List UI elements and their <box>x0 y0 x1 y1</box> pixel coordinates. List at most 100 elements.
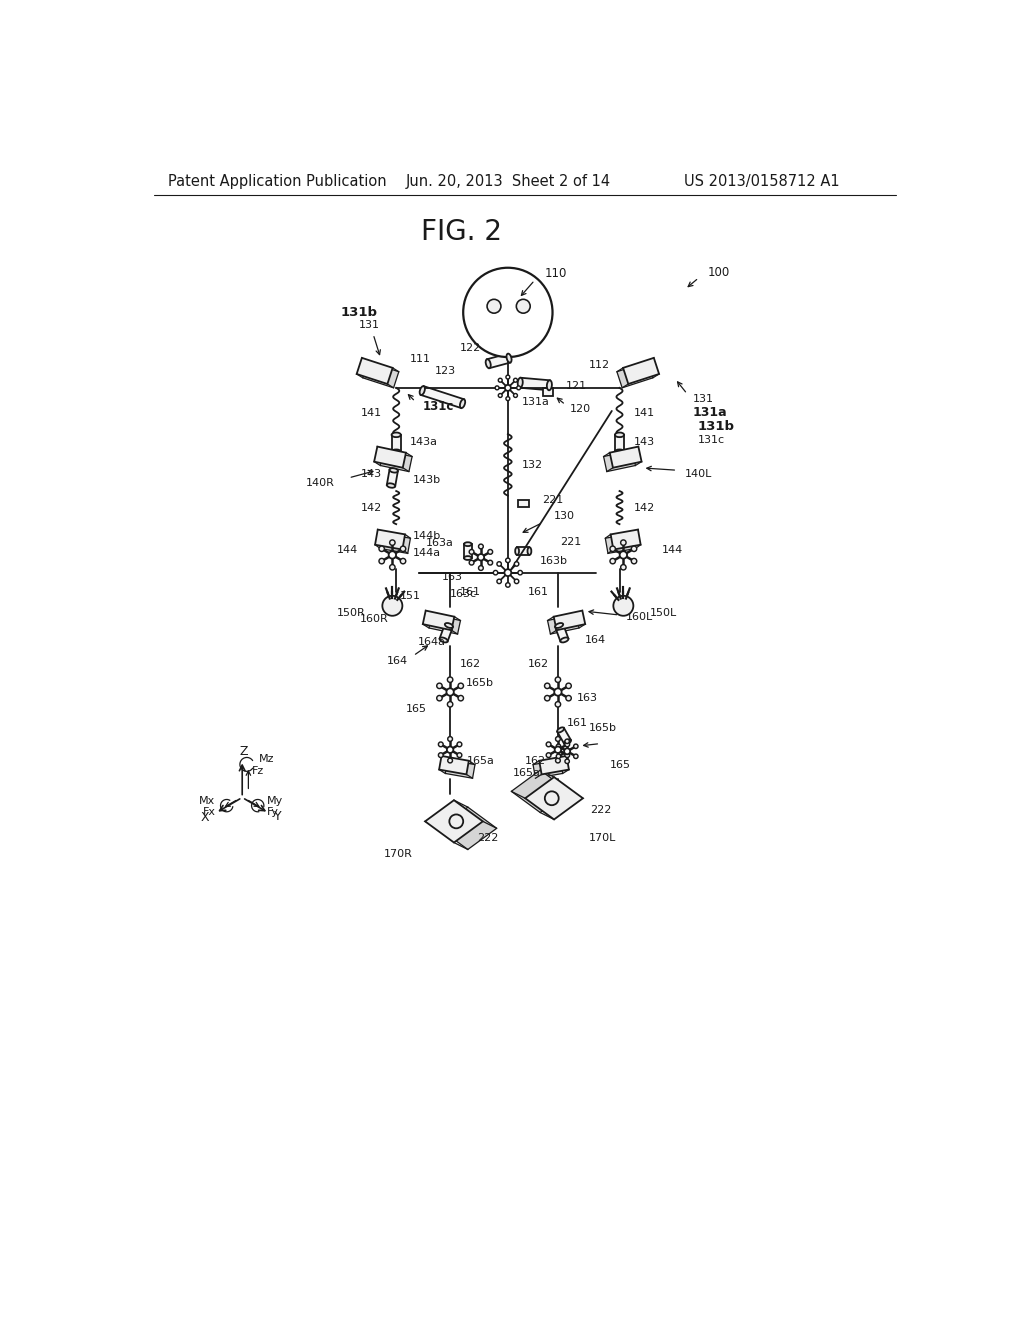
Text: 222: 222 <box>590 805 611 814</box>
Text: Fz: Fz <box>252 767 264 776</box>
Text: 221: 221 <box>560 537 582 546</box>
Circle shape <box>499 379 502 383</box>
Text: 160R: 160R <box>359 614 388 624</box>
Polygon shape <box>605 533 635 553</box>
Text: 222: 222 <box>477 833 499 843</box>
Text: 143b: 143b <box>413 475 441 486</box>
Circle shape <box>610 558 615 564</box>
Text: 130: 130 <box>554 511 575 521</box>
Text: 142: 142 <box>634 503 654 513</box>
Circle shape <box>390 540 395 545</box>
Circle shape <box>477 554 484 561</box>
Circle shape <box>514 562 519 566</box>
Text: 141: 141 <box>361 408 382 417</box>
Circle shape <box>613 595 634 615</box>
Text: 165b: 165b <box>589 723 616 733</box>
Text: 143: 143 <box>634 437 654 446</box>
Circle shape <box>469 549 474 554</box>
Circle shape <box>546 742 551 747</box>
Polygon shape <box>616 362 653 388</box>
Polygon shape <box>540 756 569 775</box>
Polygon shape <box>425 800 483 842</box>
Circle shape <box>494 570 498 576</box>
Ellipse shape <box>464 543 472 546</box>
Circle shape <box>621 565 626 570</box>
Polygon shape <box>439 624 453 642</box>
Text: 165a: 165a <box>467 756 495 767</box>
Circle shape <box>478 544 483 549</box>
Polygon shape <box>525 777 583 820</box>
Ellipse shape <box>464 556 472 560</box>
Circle shape <box>487 300 501 313</box>
Polygon shape <box>429 614 461 634</box>
Text: 131b: 131b <box>341 306 378 319</box>
Circle shape <box>463 268 553 358</box>
Ellipse shape <box>387 483 395 488</box>
Circle shape <box>469 560 474 565</box>
Circle shape <box>555 677 560 682</box>
Polygon shape <box>464 544 472 558</box>
Polygon shape <box>375 529 406 549</box>
Text: Mx: Mx <box>200 796 216 807</box>
Text: 121: 121 <box>565 380 587 391</box>
Polygon shape <box>445 760 475 779</box>
Circle shape <box>565 742 569 747</box>
Polygon shape <box>381 533 411 553</box>
Ellipse shape <box>389 469 398 473</box>
Polygon shape <box>380 450 412 471</box>
Text: 151: 151 <box>400 591 421 601</box>
Text: 164a: 164a <box>418 638 446 647</box>
Circle shape <box>499 393 502 397</box>
Circle shape <box>506 558 510 562</box>
Text: 170L: 170L <box>589 833 616 843</box>
Polygon shape <box>520 378 550 391</box>
Circle shape <box>573 754 578 759</box>
Ellipse shape <box>557 727 564 733</box>
Circle shape <box>554 688 561 696</box>
Text: 165a: 165a <box>513 768 541 777</box>
Text: FIG. 2: FIG. 2 <box>421 218 502 246</box>
Polygon shape <box>548 614 579 634</box>
Polygon shape <box>421 387 464 408</box>
Text: 112: 112 <box>589 360 610 370</box>
Circle shape <box>610 546 615 552</box>
Circle shape <box>497 579 502 583</box>
Circle shape <box>545 792 559 805</box>
Ellipse shape <box>614 433 625 437</box>
Circle shape <box>497 562 502 566</box>
Circle shape <box>447 702 453 708</box>
Text: X: X <box>201 812 209 824</box>
Circle shape <box>457 742 462 747</box>
Polygon shape <box>544 388 553 396</box>
Circle shape <box>446 688 454 696</box>
Text: Patent Application Publication: Patent Application Publication <box>168 174 386 189</box>
Text: 144: 144 <box>662 545 683 554</box>
Text: 165: 165 <box>406 704 427 714</box>
Ellipse shape <box>518 378 523 388</box>
Text: 162: 162 <box>525 756 547 767</box>
Ellipse shape <box>460 399 465 408</box>
Text: 144b: 144b <box>413 532 441 541</box>
Polygon shape <box>610 529 641 549</box>
Ellipse shape <box>439 638 447 643</box>
Text: 163c: 163c <box>450 589 477 599</box>
Text: 144a: 144a <box>413 548 441 558</box>
Polygon shape <box>557 727 570 744</box>
Text: 143a: 143a <box>410 437 438 446</box>
Polygon shape <box>534 760 563 779</box>
Text: Mz: Mz <box>259 754 274 764</box>
Polygon shape <box>517 548 529 554</box>
Text: 131c: 131c <box>423 400 455 413</box>
Circle shape <box>556 754 561 759</box>
Text: 160L: 160L <box>626 612 653 622</box>
Circle shape <box>400 558 406 564</box>
Text: 161: 161 <box>527 587 549 597</box>
Polygon shape <box>387 470 398 486</box>
Text: 111: 111 <box>410 354 431 363</box>
Text: Fy: Fy <box>267 807 280 817</box>
Text: Fx: Fx <box>204 807 216 817</box>
Text: 110: 110 <box>545 268 567 280</box>
Ellipse shape <box>507 354 512 363</box>
Polygon shape <box>623 358 659 384</box>
Text: My: My <box>267 796 284 807</box>
